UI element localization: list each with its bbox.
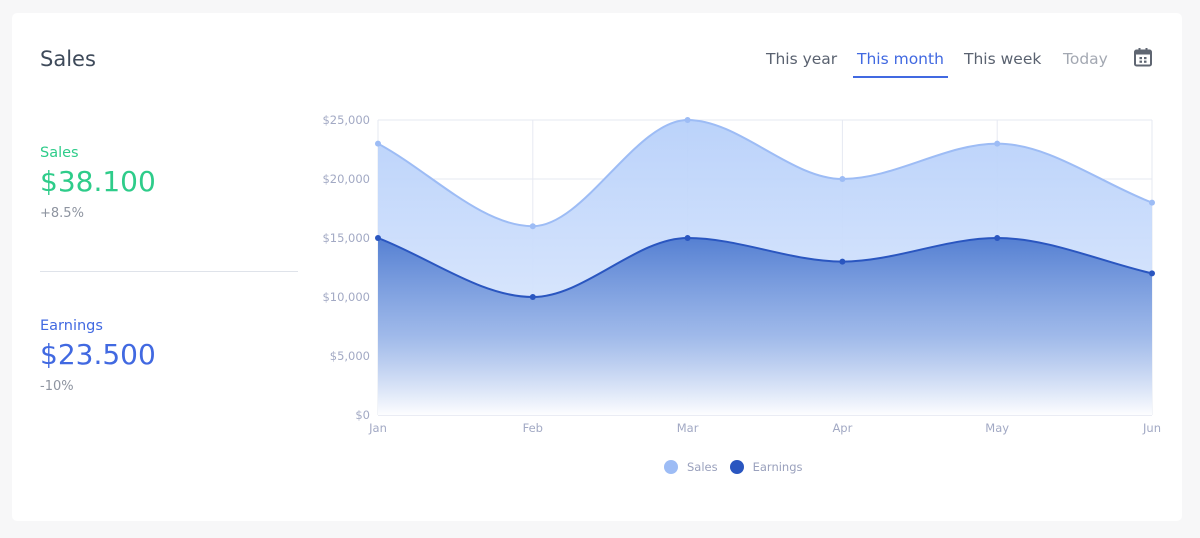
legend-item-sales[interactable]: Sales	[664, 460, 718, 474]
earnings-area	[378, 238, 1152, 415]
sales-data-point[interactable]	[1149, 199, 1155, 206]
earnings-data-point[interactable]	[375, 235, 381, 241]
tab-this-year[interactable]: This year	[766, 50, 838, 68]
stats-divider	[40, 271, 298, 272]
x-tick-label: Apr	[832, 421, 852, 435]
x-tick-label: Feb	[523, 421, 543, 435]
sales-stat: Sales $38.100 +8.5%	[40, 145, 156, 221]
card-title: Sales	[40, 47, 96, 71]
sales-stat-label: Sales	[40, 145, 79, 161]
sales-data-point[interactable]	[684, 117, 691, 123]
earnings-stat-change: -10%	[40, 379, 74, 394]
y-axis: $0 $5,000 $10,000 $15,000 $20,000 $25,000	[322, 113, 370, 422]
earnings-data-point[interactable]	[994, 235, 1001, 241]
x-tick-label: Jan	[368, 421, 387, 435]
earnings-stat: Earnings $23.500 -10%	[40, 318, 156, 394]
x-axis: Jan Feb Mar Apr May Jun	[368, 421, 1161, 435]
legend-label-earnings: Earnings	[752, 460, 803, 474]
earnings-data-point[interactable]	[684, 235, 691, 241]
sales-legend-dot-icon	[664, 460, 678, 474]
legend-label-sales: Sales	[687, 460, 718, 474]
sales-data-point[interactable]	[839, 176, 846, 182]
y-tick-label: $20,000	[322, 172, 370, 186]
tab-this-month[interactable]: This month	[853, 48, 948, 78]
x-tick-label: Jun	[1142, 421, 1161, 435]
sales-line	[377, 118, 1153, 228]
earnings-data-point[interactable]	[529, 294, 536, 300]
x-tick-label: May	[985, 421, 1009, 435]
earnings-data-point[interactable]	[1149, 270, 1155, 277]
chart-legend: Sales Earnings	[664, 460, 815, 474]
earnings-legend-dot-icon	[729, 460, 744, 474]
calendar-icon[interactable]	[1133, 47, 1153, 67]
sales-stat-value: $38.100	[40, 165, 156, 198]
y-tick-label: $5,000	[330, 349, 370, 363]
y-tick-label: $10,000	[322, 290, 370, 304]
sales-data-point[interactable]	[994, 140, 1001, 147]
earnings-points[interactable]	[375, 235, 1155, 300]
sales-stat-change: +8.5%	[40, 206, 84, 221]
earnings-line	[377, 236, 1153, 299]
y-tick-label: $25,000	[322, 113, 370, 127]
sales-data-point[interactable]	[529, 223, 536, 230]
legend-item-earnings[interactable]: Earnings	[729, 460, 803, 474]
x-tick-label: Mar	[677, 421, 699, 435]
sales-data-point[interactable]	[375, 140, 381, 147]
y-tick-label: $0	[355, 408, 370, 422]
tab-today[interactable]: Today	[1063, 50, 1108, 68]
y-tick-label: $15,000	[322, 231, 370, 245]
earnings-stat-value: $23.500	[40, 338, 156, 371]
earnings-stat-label: Earnings	[40, 318, 103, 334]
tab-this-week[interactable]: This week	[964, 50, 1042, 68]
earnings-data-point[interactable]	[839, 258, 846, 265]
sales-points[interactable]	[375, 117, 1155, 230]
